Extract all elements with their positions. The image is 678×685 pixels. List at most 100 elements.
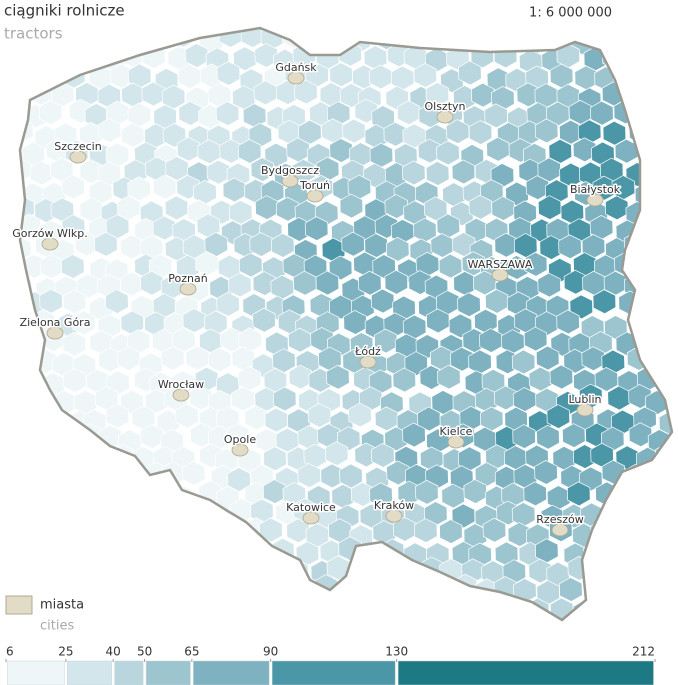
- city-legend-swatch: [5, 595, 33, 615]
- region: [479, 328, 503, 353]
- region: [459, 28, 483, 48]
- region: [405, 578, 430, 604]
- region: [44, 520, 68, 545]
- region: [238, 252, 263, 278]
- region: [404, 351, 428, 376]
- region: [659, 64, 672, 90]
- region: [505, 597, 529, 620]
- region: [106, 370, 130, 396]
- region: [634, 293, 658, 319]
- region: [363, 45, 388, 70]
- region: [339, 463, 363, 489]
- region: [523, 251, 548, 277]
- city-label: Gorzów Wlkp.: [12, 227, 88, 240]
- region: [562, 423, 586, 448]
- city-area: [172, 388, 190, 402]
- city-label: Rzeszów: [536, 513, 583, 526]
- region: [0, 334, 19, 358]
- legend-class: [7, 660, 65, 685]
- region: [0, 294, 18, 318]
- region: [584, 580, 608, 606]
- region: [457, 292, 481, 318]
- region: [286, 518, 310, 544]
- region: [636, 558, 660, 584]
- region: [646, 86, 671, 112]
- region: [151, 598, 176, 620]
- region: [329, 138, 353, 163]
- region: [660, 327, 672, 352]
- region: [382, 611, 407, 620]
- region: [149, 483, 174, 509]
- region: [74, 611, 99, 620]
- region: [20, 180, 25, 206]
- legend-tick-label: 90: [263, 645, 278, 659]
- city-area: [302, 511, 320, 525]
- legend-tick-label: 130: [385, 645, 408, 659]
- region: [39, 288, 63, 314]
- region: [386, 460, 410, 486]
- legend-tick-label: 50: [137, 645, 152, 659]
- region: [295, 617, 320, 620]
- region: [450, 346, 474, 372]
- region: [468, 120, 493, 145]
- region: [90, 445, 115, 470]
- region: [182, 574, 206, 599]
- region: [646, 617, 670, 620]
- region: [83, 594, 107, 620]
- region: [602, 120, 627, 146]
- region: [385, 236, 410, 262]
- region: [228, 272, 252, 298]
- region: [98, 576, 122, 601]
- region: [615, 518, 639, 544]
- region: [0, 140, 18, 164]
- region: [451, 503, 476, 529]
- region: [374, 328, 398, 354]
- region: [61, 174, 85, 200]
- region: [369, 482, 393, 508]
- region: [514, 614, 539, 620]
- city-legend-sublabel: cities: [40, 619, 74, 634]
- legend: 6 25 40 50 65 90 130 212: [5, 645, 656, 685]
- region: [282, 599, 306, 620]
- region: [231, 28, 255, 31]
- region: [656, 481, 672, 507]
- region: [207, 537, 232, 563]
- region: [374, 406, 399, 432]
- region: [88, 519, 113, 545]
- region: [141, 580, 166, 606]
- region: [617, 29, 641, 55]
- region: [216, 61, 241, 86]
- region: [307, 28, 332, 49]
- region: [493, 28, 517, 32]
- city-label: Kraków: [374, 499, 414, 512]
- map-scale: 1: 6 000 000: [529, 6, 612, 21]
- region: [21, 561, 45, 587]
- region: [660, 217, 672, 243]
- region: [182, 28, 207, 32]
- region: [348, 402, 372, 428]
- region: [362, 542, 387, 568]
- region: [452, 612, 477, 620]
- region: [315, 270, 340, 296]
- region: [63, 368, 87, 393]
- region: [372, 254, 396, 279]
- city-label: Łódź: [354, 345, 381, 358]
- region: [140, 424, 164, 449]
- region: [160, 28, 184, 36]
- region: [94, 231, 118, 257]
- region: [263, 556, 287, 582]
- city-label: Bydgoszcz: [261, 164, 319, 177]
- region: [556, 309, 580, 335]
- region: [364, 233, 388, 258]
- region: [227, 617, 251, 620]
- region: [199, 593, 224, 619]
- map-subtitle: tractors: [4, 25, 63, 43]
- region: [572, 599, 597, 620]
- region: [116, 611, 140, 620]
- region: [384, 269, 409, 295]
- region: [20, 428, 36, 453]
- region: [618, 480, 643, 506]
- region: [175, 403, 199, 429]
- region: [594, 367, 619, 392]
- city-label: Poznań: [168, 272, 207, 285]
